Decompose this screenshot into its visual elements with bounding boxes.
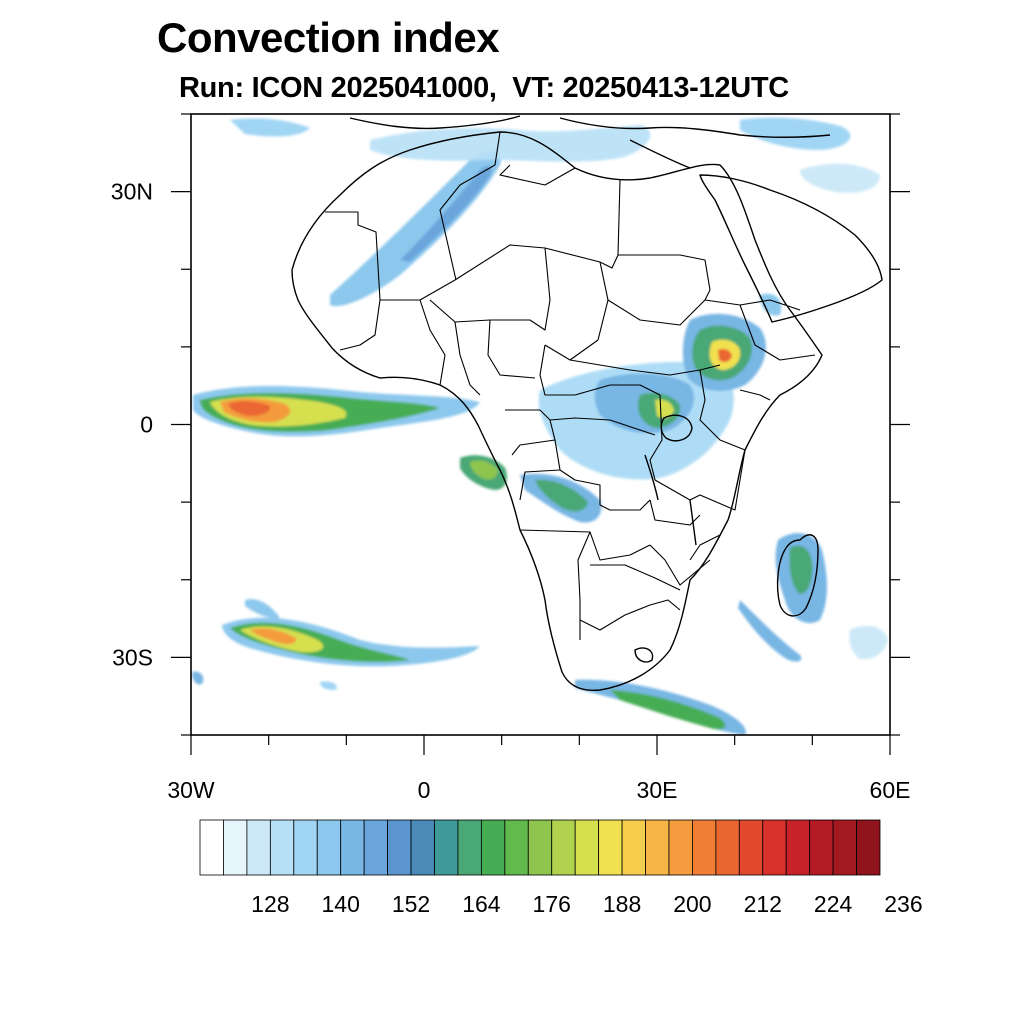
lat-tick-label: 30S	[112, 644, 153, 670]
colorbar-swatch	[340, 819, 365, 876]
colorbar-swatch	[715, 819, 740, 876]
colorbar-swatch	[574, 819, 600, 876]
colorbar-swatch	[785, 819, 811, 876]
colorbar-swatch	[598, 819, 623, 876]
colorbar-swatch	[738, 819, 764, 876]
colorbar-swatch	[387, 819, 412, 876]
colorbar-swatch	[363, 819, 388, 876]
lat-tick-label: 30N	[111, 179, 153, 205]
colorbar-swatch	[410, 819, 435, 876]
colorbar	[199, 819, 881, 876]
colorbar-swatch	[762, 819, 787, 876]
colorbar-swatch	[199, 819, 224, 876]
colorbar-labels: 128 140 152 164 176 188 200 212 224 236	[251, 891, 922, 917]
colorbar-swatch	[246, 819, 271, 876]
colorbar-swatch	[504, 819, 529, 876]
axis-ticks	[171, 113, 910, 755]
colorbar-swatch	[293, 819, 318, 876]
colorbar-swatch	[551, 819, 576, 876]
colorbar-swatch	[809, 819, 834, 876]
plot-title: Convection index	[157, 14, 500, 61]
colorbar-swatch	[692, 819, 717, 876]
convection-field	[192, 117, 888, 735]
colorbar-label: 140	[322, 891, 360, 917]
colorbar-swatch	[457, 819, 482, 876]
colorbar-label: 128	[251, 891, 289, 917]
colorbar-label: 152	[392, 891, 430, 917]
lon-tick-label: 60E	[870, 777, 911, 803]
country-borders	[325, 131, 816, 640]
colorbar-label: 212	[744, 891, 782, 917]
colorbar-label: 176	[533, 891, 571, 917]
colorbar-swatch	[269, 819, 295, 876]
colorbar-label: 188	[603, 891, 641, 917]
lon-tick-label: 30E	[637, 777, 678, 803]
colorbar-swatch	[668, 819, 693, 876]
colorbar-swatch	[316, 819, 342, 876]
lon-tick-label: 30W	[167, 777, 215, 803]
colorbar-label: 164	[462, 891, 501, 917]
colorbar-swatch	[480, 819, 506, 876]
coastlines	[291, 115, 883, 692]
colorbar-label: 236	[884, 891, 922, 917]
colorbar-label: 224	[814, 891, 853, 917]
colorbar-swatch	[223, 819, 248, 876]
lon-tick-label: 0	[418, 777, 431, 803]
colorbar-swatch	[434, 819, 459, 876]
axis-tick-labels: 30N 0 30S 30W 0 30E 60E	[111, 179, 911, 803]
plot-subtitle: Run: ICON 2025041000, VT: 20250413-12UTC	[179, 72, 789, 104]
colorbar-swatch	[645, 819, 670, 876]
colorbar-swatch	[856, 819, 881, 876]
lat-tick-label: 0	[140, 412, 153, 438]
colorbar-swatch	[832, 819, 857, 876]
colorbar-label: 200	[673, 891, 711, 917]
colorbar-swatch	[527, 819, 553, 876]
colorbar-swatch	[621, 819, 646, 876]
